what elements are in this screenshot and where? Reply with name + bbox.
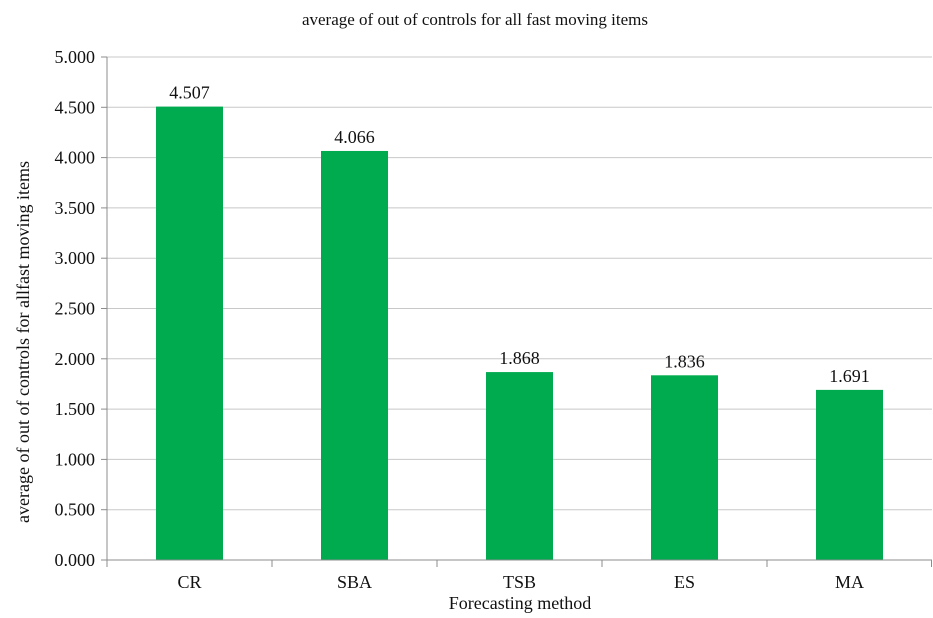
x-tick-label-cr: CR <box>177 572 201 592</box>
x-tick-labels: CR SBA TSB ES MA <box>177 572 864 592</box>
y-tick-label: 3.500 <box>55 198 96 218</box>
y-tick-label: 2.000 <box>55 349 96 369</box>
data-label-es: 1.836 <box>664 351 705 371</box>
y-tick-label: 1.000 <box>55 449 96 469</box>
axes <box>101 56 932 567</box>
bar-ma <box>816 389 883 560</box>
y-tick-label: 2.500 <box>55 299 96 319</box>
y-tick-label: 4.500 <box>55 97 96 117</box>
y-tick-label: 1.500 <box>55 399 96 419</box>
y-tick-label: 3.000 <box>55 248 96 268</box>
y-axis-title: average of out of controls for allfast m… <box>13 161 33 523</box>
y-tick-label: 4.000 <box>55 148 96 168</box>
data-label-tsb: 1.868 <box>499 348 540 368</box>
y-tick-labels: 0.000 0.500 1.000 1.500 2.000 2.500 3.000 3.500… <box>55 47 96 570</box>
data-label-sba: 4.066 <box>334 127 375 147</box>
bar-es <box>651 375 718 560</box>
x-tick-label-tsb: TSB <box>503 572 536 592</box>
gridlines <box>107 56 932 511</box>
bar-cr <box>156 106 223 561</box>
data-label-cr: 4.507 <box>169 83 210 103</box>
y-tick-label: 0.500 <box>55 500 96 520</box>
bar-sba <box>321 150 388 561</box>
x-tick-label-sba: SBA <box>337 572 372 592</box>
data-labels: 4.507 4.066 1.868 1.836 1.691 <box>169 83 870 386</box>
y-tick-label: 0.000 <box>55 550 96 570</box>
x-tick-label-ma: MA <box>835 572 864 592</box>
bars <box>156 106 883 561</box>
x-tick-label-es: ES <box>674 572 695 592</box>
data-label-ma: 1.691 <box>829 366 870 386</box>
bar-tsb <box>486 372 553 560</box>
y-tick-label: 5.000 <box>55 47 96 67</box>
x-axis-title: Forecasting method <box>449 593 591 613</box>
chart-title: average of out of controls for all fast … <box>302 10 648 29</box>
